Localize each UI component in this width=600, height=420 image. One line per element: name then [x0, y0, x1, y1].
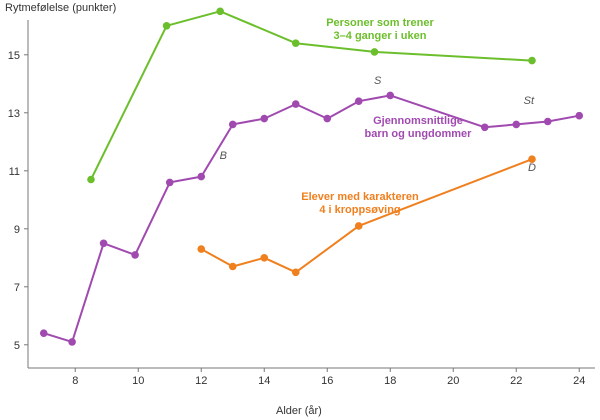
series-label-1-line-0: Gjennomsnittlige [373, 115, 463, 127]
series-1 [39, 91, 584, 346]
x-tick-label-22: 22 [510, 375, 522, 387]
y-tick-label-11: 11 [9, 166, 20, 178]
series-label-1-line-1: barn og ungdommer [365, 128, 473, 140]
data-point-2-3 [291, 268, 300, 277]
series-line-1 [43, 94, 580, 343]
x-tick-label-20: 20 [447, 375, 459, 387]
data-point-1-6 [228, 120, 237, 129]
y-tick-label-13: 13 [8, 108, 20, 120]
data-point-0-2 [216, 7, 224, 16]
data-point-2-5 [528, 155, 536, 163]
data-point-1-7 [260, 114, 269, 123]
x-tick-label-8: 8 [72, 375, 78, 387]
annotation-s: S [374, 75, 382, 87]
x-tick-label-16: 16 [321, 375, 333, 387]
x-tick-label-18: 18 [384, 375, 396, 387]
annotations: B S St D [220, 75, 536, 174]
data-point-1-1 [68, 338, 76, 346]
data-point-0-5 [528, 56, 536, 65]
data-point-1-10 [354, 97, 363, 105]
annotation-b: B [220, 150, 227, 162]
data-point-2-1 [228, 262, 237, 271]
series-line-0 [90, 10, 533, 180]
series-group [39, 7, 584, 346]
annotation-d: D [528, 162, 536, 174]
data-point-1-13 [512, 120, 521, 129]
data-point-1-15 [575, 111, 584, 120]
data-point-1-3 [131, 251, 139, 259]
series-0 [87, 7, 536, 184]
series-2 [197, 155, 536, 277]
y-tick-label-7: 7 [14, 282, 20, 294]
data-point-2-2 [260, 253, 269, 262]
data-point-1-5 [197, 172, 206, 181]
x-tick-label-24: 24 [573, 375, 585, 387]
data-point-2-4 [354, 222, 363, 230]
series-label-2: Elever med karakteren 4 i kroppsøving [301, 191, 419, 216]
data-point-0-0 [87, 175, 95, 184]
data-point-0-3 [291, 39, 300, 47]
y-tick-label-9: 9 [14, 224, 20, 236]
x-tick-label-14: 14 [258, 375, 270, 387]
tick-group: 8 10 12 14 16 18 20 22 24 5 7 9 11 13 15 [8, 50, 586, 387]
data-point-1-0 [39, 329, 48, 338]
x-axis-label: Alder (år) [276, 405, 322, 417]
data-point-2-0 [197, 245, 206, 253]
data-point-0-1 [162, 22, 171, 30]
series-label-0-line-0: Personer som trener [326, 17, 434, 29]
y-tick-label-15: 15 [8, 50, 20, 62]
series-label-2-line-0: Elever med karakteren [301, 191, 419, 203]
data-point-1-14 [543, 117, 552, 126]
series-label-0: Personer som trener 3–4 ganger i uken [326, 17, 434, 42]
data-point-1-4 [165, 178, 174, 187]
y-tick-label-5: 5 [14, 340, 20, 352]
series-label-1: Gjennomsnittlige barn og ungdommer [365, 115, 473, 140]
data-point-1-9 [323, 114, 332, 123]
data-point-1-12 [480, 123, 489, 132]
series-labels: Personer som trener 3–4 ganger i uken Gjen… [301, 17, 472, 216]
x-tick-label-12: 12 [195, 375, 207, 387]
data-point-1-8 [291, 100, 300, 108]
data-point-1-2 [99, 239, 108, 248]
series-label-0-line-1: 3–4 ganger i uken [334, 30, 427, 42]
series-label-2-line-1: 4 i kroppsøving [319, 204, 400, 216]
series-line-2 [200, 158, 533, 274]
data-point-0-4 [370, 48, 379, 56]
annotation-st: St [524, 95, 535, 107]
y-axis-label: Rytmefølelse (punkter) [5, 2, 116, 14]
x-tick-label-10: 10 [132, 375, 144, 387]
data-point-1-11 [386, 91, 395, 100]
